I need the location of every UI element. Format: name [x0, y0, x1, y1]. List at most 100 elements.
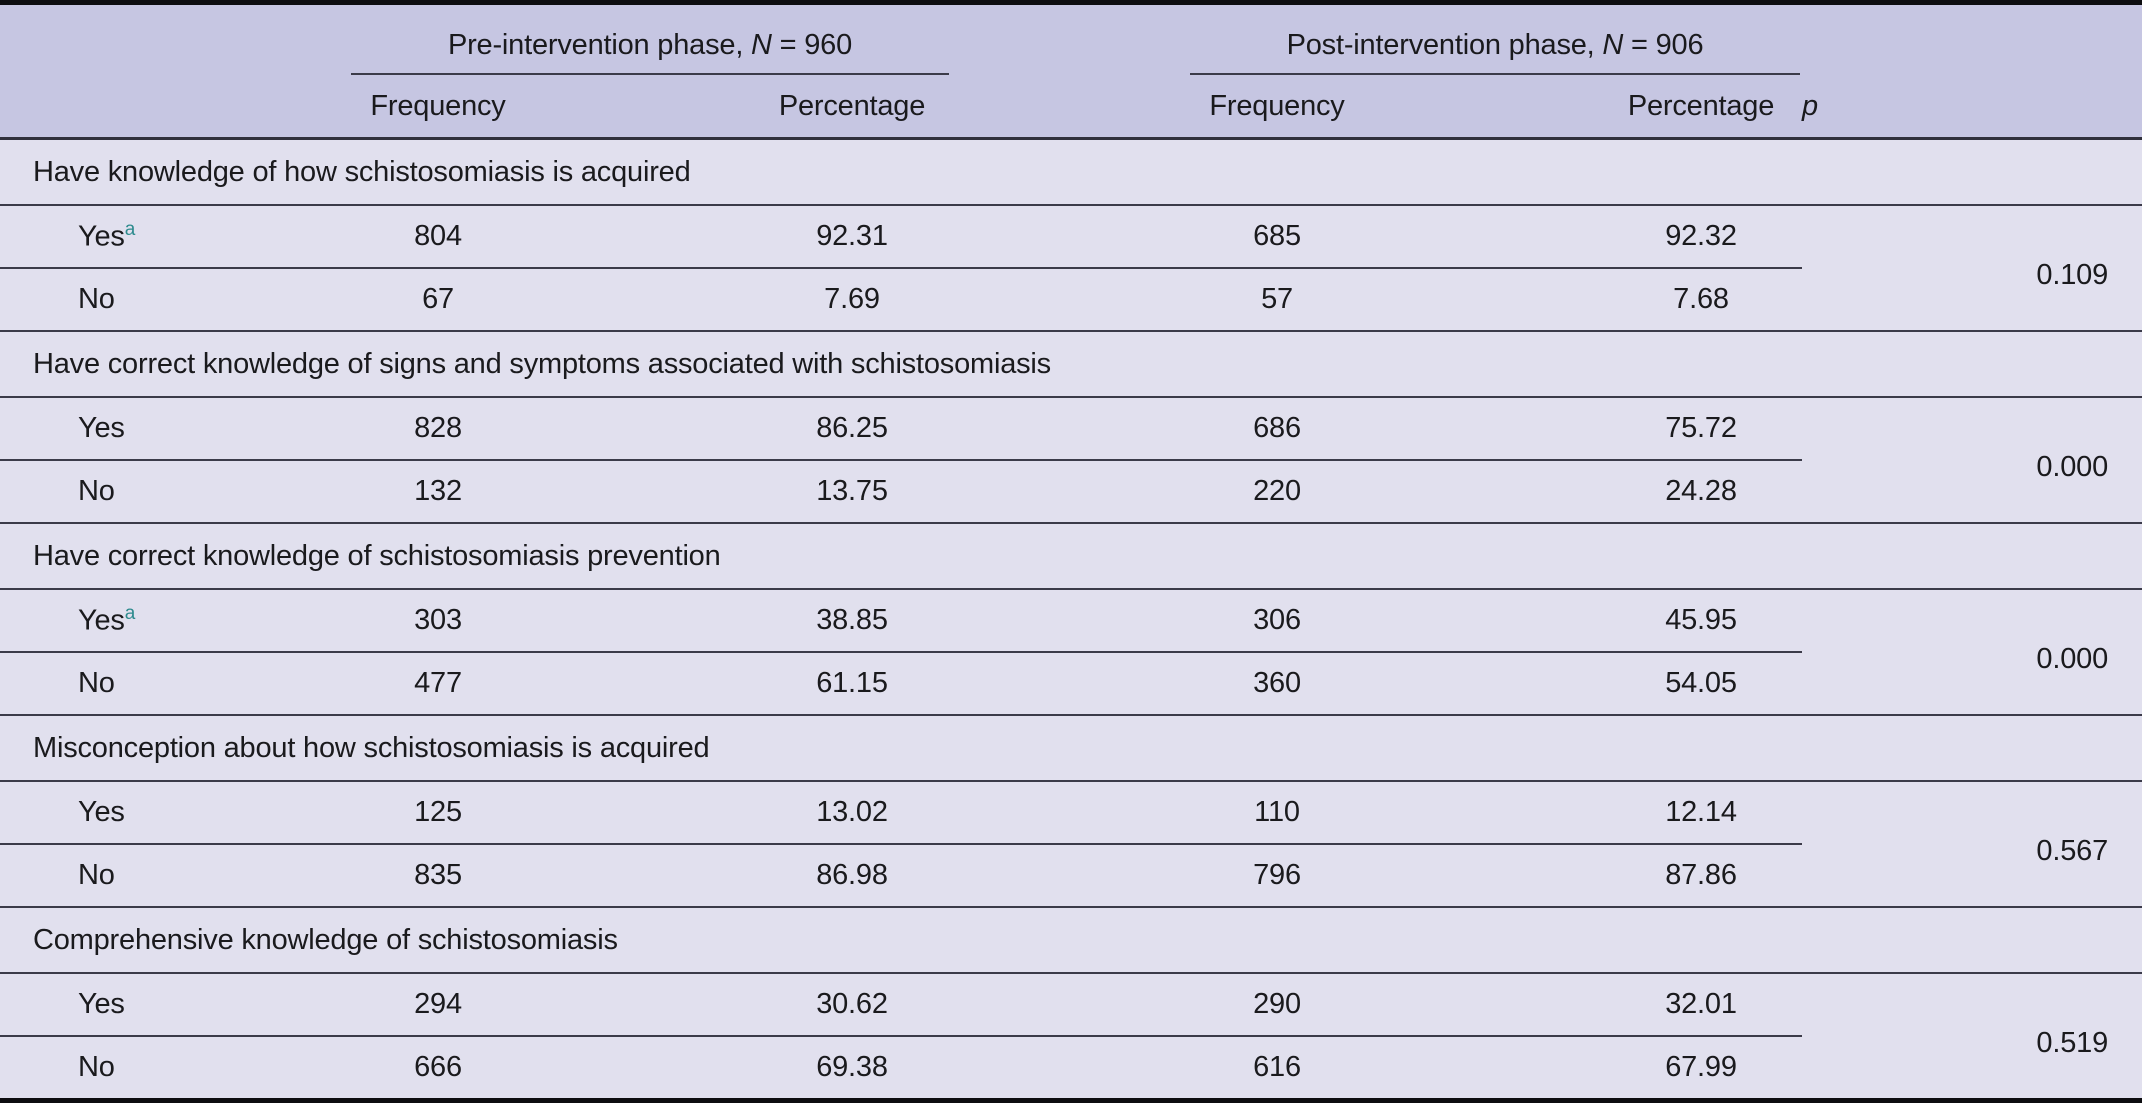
table-row-yes: Yes 294 30.62 290 32.01 0.519: [0, 973, 2142, 1059]
cell-pre-percentage: 7.69: [824, 283, 880, 315]
cell-pre-frequency: 132: [414, 475, 462, 507]
cell-pre-frequency: 294: [348, 973, 762, 1037]
cell-post-frequency: 110: [1187, 781, 1611, 845]
cell-post-frequency: 220: [1253, 475, 1301, 507]
pre-intervention-group-header: Pre-intervention phase, N = 960: [348, 2, 1187, 75]
cell-post-frequency: 796: [1253, 859, 1301, 891]
cell-p-value: 0.000: [2036, 450, 2108, 483]
cell-p-value: 0.519: [2036, 1026, 2108, 1059]
cell-p-value: 0.109: [2036, 258, 2108, 291]
table-row-no: No 67 7.69 57 7.68: [0, 268, 2142, 331]
cell-post-percentage: 75.72: [1611, 397, 1802, 461]
cell-pre-percentage: 30.62: [762, 973, 1187, 1037]
cell-post-percentage: 12.14: [1611, 781, 1802, 845]
cell-post-percentage: 92.32: [1611, 205, 1802, 269]
cell-post-frequency: 290: [1187, 973, 1611, 1037]
table-row-yes: Yes 828 86.25 686 75.72 0.000: [0, 397, 2142, 483]
pre-intervention-n-symbol: N: [751, 29, 772, 61]
post-frequency-header: Frequency: [1187, 75, 1611, 140]
section-title: Comprehensive knowledge of schistosomias…: [0, 906, 2142, 974]
pre-intervention-label: Pre-intervention phase,: [447, 29, 752, 61]
cell-pre-percentage: 13.75: [816, 475, 888, 507]
section-title: Have correct knowledge of signs and symp…: [0, 330, 2142, 398]
post-intervention-label: Post-intervention phase,: [1286, 29, 1603, 61]
row-label: No: [78, 1051, 115, 1083]
post-intervention-group-header: Post-intervention phase, N = 906: [1187, 2, 1802, 75]
cell-pre-percentage: 86.98: [816, 859, 888, 891]
cell-pre-percentage: 69.38: [816, 1051, 888, 1083]
section-signs-symptoms: Have correct knowledge of signs and symp…: [0, 330, 2142, 523]
table-row-no: No 477 61.15 360 54.05: [0, 652, 2142, 715]
section-have-knowledge-acquired: Have knowledge of how schistosomiasis is…: [0, 137, 2142, 332]
cell-post-percentage: 54.05: [1665, 667, 1737, 699]
cell-pre-frequency: 477: [414, 667, 462, 699]
row-label: Yes: [0, 781, 348, 845]
cell-post-percentage: 24.28: [1665, 475, 1737, 507]
footnote-marker-a: a: [124, 219, 136, 241]
empty-label-header-cell: [0, 75, 348, 140]
cell-post-frequency: 616: [1253, 1051, 1301, 1083]
table-row-no: No 835 86.98 796 87.86: [0, 844, 2142, 907]
pre-intervention-n-value: = 960: [771, 29, 853, 61]
cell-post-frequency: 686: [1187, 397, 1611, 461]
cell-pre-percentage: 61.15: [816, 667, 888, 699]
section-comprehensive-knowledge: Comprehensive knowledge of schistosomias…: [0, 906, 2142, 1101]
row-label: No: [78, 283, 115, 315]
row-label: No: [78, 859, 115, 891]
post-intervention-n-value: = 906: [1623, 29, 1704, 61]
cell-pre-frequency: 828: [348, 397, 762, 461]
cell-post-percentage: 32.01: [1611, 973, 1802, 1037]
pre-percentage-header: Percentage: [762, 75, 1187, 140]
row-label: No: [78, 667, 115, 699]
footnote-marker-a: a: [124, 603, 136, 625]
table-header: Pre-intervention phase, N = 960 Post-int…: [0, 2, 2142, 140]
cell-post-frequency: 57: [1261, 283, 1293, 315]
section-misconception: Misconception about how schistosomiasis …: [0, 714, 2142, 907]
row-label: No: [78, 475, 115, 507]
cell-post-frequency: 306: [1187, 589, 1611, 653]
row-label: Yes: [0, 397, 348, 461]
cell-p-value: 0.567: [2036, 834, 2108, 867]
post-percentage-header: Percentage: [1611, 75, 1802, 140]
table-row-yes: Yesa 303 38.85 306 45.95 0.000: [0, 589, 2142, 675]
row-label: Yes: [0, 973, 348, 1037]
pre-intervention-spanner: Pre-intervention phase, N = 960: [351, 29, 949, 75]
table-row-no: No 132 13.75 220 24.28: [0, 460, 2142, 523]
pre-frequency-header: Frequency: [348, 75, 762, 140]
cell-post-percentage: 7.68: [1673, 283, 1729, 315]
cell-pre-frequency: 125: [348, 781, 762, 845]
section-title-row: Have knowledge of how schistosomiasis is…: [0, 137, 2142, 206]
table-row-yes: Yesa 804 92.31 685 92.32 0.109: [0, 205, 2142, 291]
cell-post-percentage: 67.99: [1665, 1051, 1737, 1083]
row-label: Yesa: [0, 205, 348, 269]
p-value-header: p: [1802, 75, 2142, 140]
section-title-row: Comprehensive knowledge of schistosomias…: [0, 906, 2142, 974]
cell-pre-frequency: 835: [414, 859, 462, 891]
cell-pre-frequency: 666: [414, 1051, 462, 1083]
cell-pre-frequency: 303: [348, 589, 762, 653]
row-label: Yesa: [0, 589, 348, 653]
cell-post-frequency: 360: [1253, 667, 1301, 699]
cell-pre-percentage: 38.85: [762, 589, 1187, 653]
section-title-row: Misconception about how schistosomiasis …: [0, 714, 2142, 782]
section-prevention: Have correct knowledge of schistosomiasi…: [0, 522, 2142, 715]
section-title: Have knowledge of how schistosomiasis is…: [0, 137, 2142, 206]
cell-pre-frequency: 67: [422, 283, 454, 315]
column-group-header-row: Pre-intervention phase, N = 960 Post-int…: [0, 2, 2142, 75]
column-header-row: Frequency Percentage Frequency Percentag…: [0, 75, 2142, 140]
post-intervention-spanner: Post-intervention phase, N = 906: [1190, 29, 1800, 75]
cell-post-percentage: 45.95: [1611, 589, 1802, 653]
empty-p-spacer-cell: [1802, 2, 2142, 75]
cell-p-value: 0.000: [2036, 642, 2108, 675]
section-title-row: Have correct knowledge of schistosomiasi…: [0, 522, 2142, 590]
section-title: Have correct knowledge of schistosomiasi…: [0, 522, 2142, 590]
cell-pre-percentage: 92.31: [762, 205, 1187, 269]
post-intervention-n-symbol: N: [1602, 29, 1624, 61]
section-title: Misconception about how schistosomiasis …: [0, 714, 2142, 782]
cell-pre-percentage: 86.25: [762, 397, 1187, 461]
empty-corner-cell: [0, 2, 348, 75]
table-row-yes: Yes 125 13.02 110 12.14 0.567: [0, 781, 2142, 867]
cell-pre-frequency: 804: [348, 205, 762, 269]
cell-pre-percentage: 13.02: [762, 781, 1187, 845]
